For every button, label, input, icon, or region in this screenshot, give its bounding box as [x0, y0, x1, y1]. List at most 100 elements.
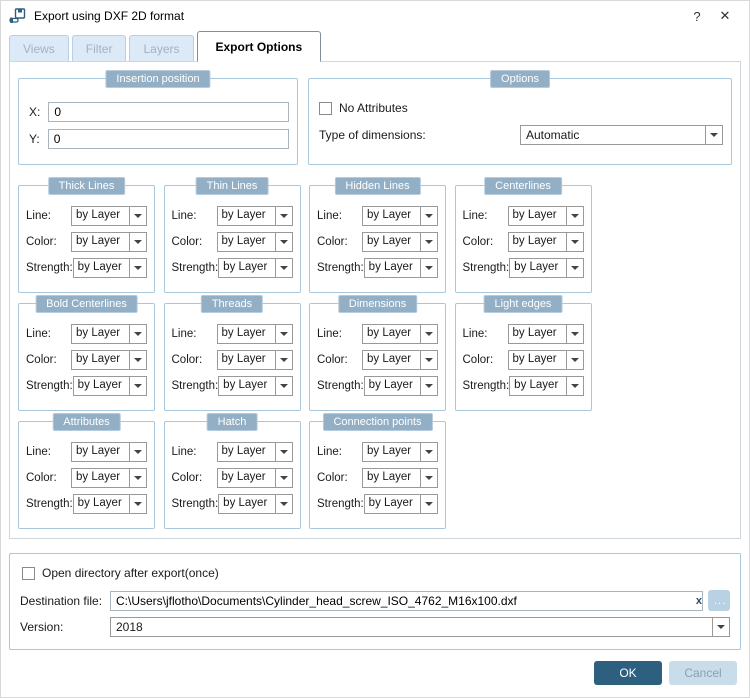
group-title: Connection points: [322, 413, 433, 431]
color-value: by Layer: [367, 235, 412, 247]
connection-points-strength-select[interactable]: by Layer: [363, 494, 438, 514]
chevron-down-icon[interactable]: [420, 207, 437, 225]
chevron-down-icon[interactable]: [274, 495, 292, 513]
chevron-down-icon[interactable]: [420, 495, 437, 513]
chevron-down-icon[interactable]: [420, 259, 437, 277]
chevron-down-icon[interactable]: [420, 377, 437, 395]
chevron-down-icon[interactable]: [565, 377, 583, 395]
chevron-down-icon[interactable]: [420, 325, 437, 343]
browse-button[interactable]: ...: [708, 590, 730, 611]
ok-button[interactable]: OK: [594, 661, 662, 685]
light-edges-line-select[interactable]: by Layer: [507, 324, 584, 344]
version-select[interactable]: 2018: [110, 617, 730, 637]
open-directory-checkbox[interactable]: [22, 566, 35, 580]
chevron-down-icon[interactable]: [274, 259, 292, 277]
export-dxf-icon: [9, 8, 26, 23]
group-title: Centerlines: [484, 177, 562, 195]
destination-file-input[interactable]: [110, 590, 703, 611]
tab-export-options[interactable]: Export Options: [196, 31, 322, 62]
chevron-down-icon[interactable]: [565, 259, 583, 277]
centerlines-strength-select[interactable]: by Layer: [509, 258, 584, 278]
bold-centerlines-color-select[interactable]: by Layer: [71, 350, 147, 370]
thin-lines-strength-select[interactable]: by Layer: [218, 258, 293, 278]
attributes-strength-select[interactable]: by Layer: [72, 494, 147, 514]
centerlines-color-select[interactable]: by Layer: [507, 232, 584, 252]
attributes-color-select[interactable]: by Layer: [71, 468, 147, 488]
threads-line-select[interactable]: by Layer: [216, 324, 293, 344]
threads-color-select[interactable]: by Layer: [216, 350, 293, 370]
strength-label: Strength:: [462, 380, 510, 392]
chevron-down-icon[interactable]: [274, 233, 292, 251]
connection-points-line-select[interactable]: by Layer: [362, 442, 438, 462]
line-value: by Layer: [221, 327, 266, 339]
type-of-dimensions-select[interactable]: Automatic: [520, 125, 723, 145]
line-value: by Layer: [512, 209, 557, 221]
hatch-color-select[interactable]: by Layer: [216, 468, 293, 488]
dimensions-line-select[interactable]: by Layer: [362, 324, 438, 344]
tab-layers[interactable]: Layers: [129, 35, 194, 61]
thin-lines-color-select[interactable]: by Layer: [216, 232, 293, 252]
bold-centerlines-strength-select[interactable]: by Layer: [72, 376, 147, 396]
chevron-down-icon[interactable]: [565, 325, 583, 343]
chevron-down-icon[interactable]: [712, 618, 729, 636]
chevron-down-icon[interactable]: [420, 443, 437, 461]
thick-lines-color-select[interactable]: by Layer: [71, 232, 147, 252]
strength-value: by Layer: [368, 261, 413, 273]
clear-input-icon[interactable]: x: [695, 594, 702, 607]
chevron-down-icon[interactable]: [274, 207, 292, 225]
tab-filter[interactable]: Filter: [71, 35, 127, 61]
chevron-down-icon[interactable]: [129, 495, 146, 513]
chevron-down-icon[interactable]: [129, 443, 146, 461]
light-edges-strength-select[interactable]: by Layer: [509, 376, 584, 396]
chevron-down-icon[interactable]: [129, 377, 146, 395]
tab-views[interactable]: Views: [9, 35, 69, 61]
x-input[interactable]: [48, 102, 289, 122]
thick-lines-line-select[interactable]: by Layer: [71, 206, 147, 226]
threads-strength-select[interactable]: by Layer: [218, 376, 293, 396]
line-label: Line:: [171, 210, 197, 222]
dimensions-color-select[interactable]: by Layer: [362, 350, 438, 370]
chevron-down-icon[interactable]: [129, 233, 146, 251]
help-button[interactable]: ?: [693, 8, 701, 24]
thin-lines-line-select[interactable]: by Layer: [216, 206, 293, 226]
light-edges-color-select[interactable]: by Layer: [507, 350, 584, 370]
chevron-down-icon[interactable]: [274, 443, 292, 461]
chevron-down-icon[interactable]: [129, 207, 146, 225]
line-value: by Layer: [221, 209, 266, 221]
chevron-down-icon[interactable]: [420, 469, 437, 487]
bold-centerlines-line-select[interactable]: by Layer: [71, 324, 147, 344]
color-value: by Layer: [76, 471, 121, 483]
chevron-down-icon[interactable]: [420, 233, 437, 251]
chevron-down-icon[interactable]: [274, 377, 292, 395]
chevron-down-icon[interactable]: [129, 351, 146, 369]
hidden-lines-line-select[interactable]: by Layer: [362, 206, 438, 226]
no-attributes-checkbox[interactable]: [319, 101, 332, 115]
centerlines-line-select[interactable]: by Layer: [507, 206, 584, 226]
chevron-down-icon[interactable]: [129, 259, 146, 277]
chevron-down-icon[interactable]: [129, 325, 146, 343]
connection-points-color-select[interactable]: by Layer: [362, 468, 438, 488]
hidden-lines-color-select[interactable]: by Layer: [362, 232, 438, 252]
chevron-down-icon[interactable]: [565, 233, 583, 251]
chevron-down-icon[interactable]: [274, 325, 292, 343]
close-button[interactable]: ✕: [719, 8, 731, 23]
chevron-down-icon[interactable]: [565, 207, 583, 225]
hatch-strength-select[interactable]: by Layer: [218, 494, 293, 514]
color-label: Color:: [171, 354, 203, 366]
dimensions-strength-select[interactable]: by Layer: [363, 376, 438, 396]
hatch-line-select[interactable]: by Layer: [216, 442, 293, 462]
cancel-button[interactable]: Cancel: [669, 661, 737, 685]
thick-lines-strength-select[interactable]: by Layer: [72, 258, 147, 278]
chevron-down-icon[interactable]: [420, 351, 437, 369]
hidden-lines-strength-select[interactable]: by Layer: [363, 258, 438, 278]
attributes-line-select[interactable]: by Layer: [71, 442, 147, 462]
chevron-down-icon[interactable]: [565, 351, 583, 369]
chevron-down-icon[interactable]: [274, 469, 292, 487]
chevron-down-icon[interactable]: [129, 469, 146, 487]
y-input[interactable]: [47, 129, 289, 149]
group-options: Options No Attributes Type of dimensions…: [308, 70, 732, 165]
line-value: by Layer: [512, 327, 557, 339]
chevron-down-icon[interactable]: [705, 126, 722, 144]
color-value: by Layer: [76, 353, 121, 365]
chevron-down-icon[interactable]: [274, 351, 292, 369]
